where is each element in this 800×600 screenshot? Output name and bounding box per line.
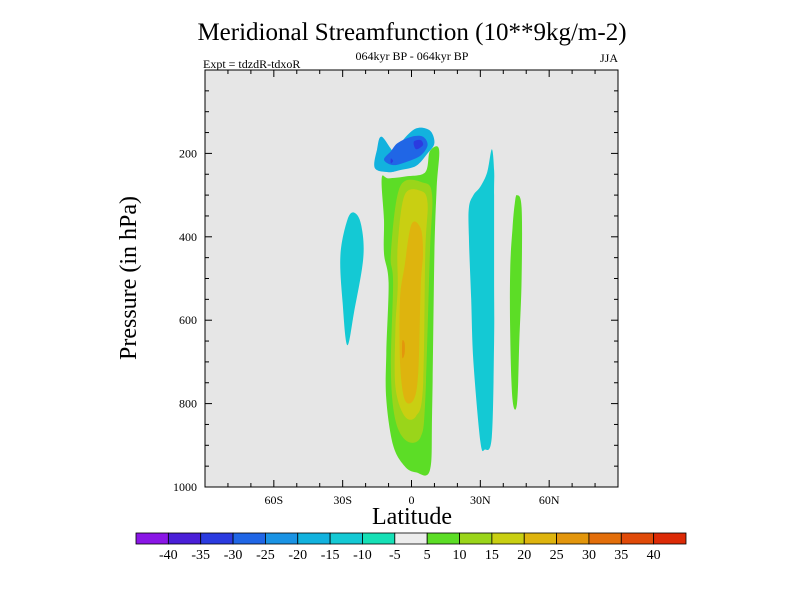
colorbar-label: -20 (288, 548, 307, 563)
colorbar: -40 -35 -30 -25 -20 -15 -10 -5 5 10 15 20 25 30 35 40 (135, 532, 687, 563)
season-label: JJA (600, 51, 618, 65)
x-axis-label: Latitude (372, 504, 452, 530)
contour-south-cell (340, 212, 364, 346)
colorbar-swatch (491, 532, 525, 545)
experiment-label: Expt = tdzdR-tdxoR (203, 57, 300, 71)
colorbar-label: 20 (517, 548, 531, 563)
colorbar-label: 35 (614, 548, 628, 563)
contour-central-cell-25 (402, 340, 405, 359)
colorbar-swatch (426, 532, 460, 545)
colorbar-swatch (653, 532, 687, 545)
colorbar-label: 5 (424, 548, 431, 563)
colorbar-label: 40 (647, 548, 661, 563)
colorbar-swatch (556, 532, 590, 545)
colorbar-label: -35 (191, 548, 210, 563)
colorbar-label: -5 (389, 548, 401, 563)
colorbar-swatch (135, 532, 169, 545)
colorbar-label: -30 (224, 548, 243, 563)
x-tick-label: 30S (333, 493, 352, 507)
colorbar-label: 15 (485, 548, 499, 563)
y-tick-label: 800 (179, 397, 197, 411)
colorbar-swatch (459, 532, 493, 545)
contour-layer (340, 127, 523, 476)
colorbar-swatch (167, 532, 202, 545)
colorbar-swatch (394, 532, 428, 545)
colorbar-swatch (523, 532, 557, 545)
x-tick-label: 60S (264, 493, 283, 507)
colorbar-swatch (620, 532, 655, 545)
chart-title: Meridional Streamfunction (10**9kg/m-2) (197, 19, 626, 46)
colorbar-label: 10 (453, 548, 467, 563)
x-tick-label: 30N (470, 493, 491, 507)
colorbar-swatch (297, 532, 331, 545)
colorbar-label: -40 (159, 548, 178, 563)
y-tick-label: 400 (179, 230, 197, 244)
colorbar-label: 30 (582, 548, 596, 563)
contour-upper-cell-core (413, 139, 424, 150)
y-axis-label: Pressure (in hPa) (116, 196, 142, 360)
colorbar-label: -15 (321, 548, 340, 563)
colorbar-label: -25 (256, 548, 275, 563)
y-tick-label: 200 (179, 146, 197, 160)
colorbar-swatch (362, 532, 396, 545)
colorbar-swatch (232, 532, 266, 545)
chart-subtitle: 064kyr BP - 064kyr BP (356, 49, 469, 63)
contour-upper-cell-core-2 (390, 158, 394, 164)
x-tick-label: 0 (409, 493, 415, 507)
colorbar-swatch (588, 532, 622, 545)
colorbar-swatch (200, 532, 234, 545)
x-tick-label: 60N (539, 493, 560, 507)
colorbar-label: -10 (353, 548, 372, 563)
y-tick-label: 600 (179, 313, 197, 327)
contour-central-cell-20 (399, 221, 423, 404)
contour-north-cell-2 (509, 195, 523, 410)
colorbar-label: 25 (550, 548, 564, 563)
tick-layer: 60S 30S 0 30N 60N 200 400 600 800 1000 (173, 69, 619, 507)
colorbar-swatch (329, 532, 363, 545)
y-tick-label: 1000 (173, 480, 197, 494)
contour-north-cell-1 (468, 149, 495, 452)
colorbar-swatch (265, 532, 299, 545)
